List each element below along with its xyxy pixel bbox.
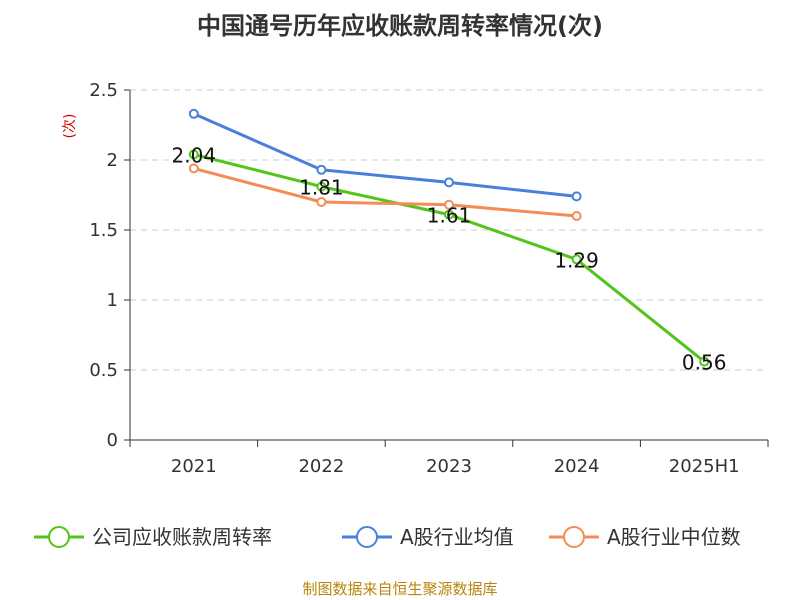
series-line-1 xyxy=(193,112,577,198)
source-footer: 制图数据来自恒生聚源数据库 xyxy=(302,580,498,598)
y-tick-label: 0 xyxy=(107,430,118,451)
x-tick-label: 2021 xyxy=(171,456,217,477)
legend-item-0[interactable]: 公司应收账款周转率 xyxy=(34,525,272,549)
data-point xyxy=(188,149,199,160)
y-tick-label: 1 xyxy=(107,290,118,311)
legend-label: A股行业中位数 xyxy=(607,525,741,549)
legend-label: 公司应收账款周转率 xyxy=(92,525,272,549)
data-point xyxy=(316,181,327,192)
x-tick-label: 2025H1 xyxy=(669,456,740,477)
data-point xyxy=(699,356,710,367)
x-tick-label: 2024 xyxy=(554,456,600,477)
y-tick-label: 1.5 xyxy=(89,220,118,241)
data-point xyxy=(571,254,582,265)
data-point xyxy=(444,209,454,220)
series-line-2 xyxy=(193,166,577,218)
data-labels: 2.04 1.81 1.61 1.29 0.56 xyxy=(172,143,727,374)
legend-swatch-marker xyxy=(563,526,585,548)
data-point xyxy=(571,191,582,202)
grid xyxy=(130,89,768,371)
data-point xyxy=(571,211,582,221)
data-label: 1.81 xyxy=(299,176,344,200)
legend-swatch-marker xyxy=(356,526,378,548)
data-point xyxy=(188,108,199,119)
data-label: 1.29 xyxy=(554,248,599,272)
y-tick-label: 2 xyxy=(107,150,118,171)
legend-item-1[interactable]: A股行业均值 xyxy=(342,525,514,549)
data-point xyxy=(188,163,199,174)
x-tick-label: 2022 xyxy=(298,456,344,477)
data-label: 1.61 xyxy=(427,204,472,228)
data-point xyxy=(444,199,454,210)
series-lines xyxy=(188,108,710,367)
data-label: 2.04 xyxy=(172,143,217,167)
legend-swatch-marker xyxy=(48,526,70,548)
chart-title: 中国通号历年应收账款周转率情况(次) xyxy=(197,12,603,40)
data-label: 0.56 xyxy=(682,351,727,375)
y-tick-label: 2.5 xyxy=(89,80,118,101)
legend[interactable]: 公司应收账款周转率 A股行业均值 A股行业中位数 xyxy=(34,525,741,549)
legend-item-2[interactable]: A股行业中位数 xyxy=(549,525,741,549)
legend-label: A股行业均值 xyxy=(400,525,514,549)
x-tick-label: 2023 xyxy=(426,456,472,477)
y-tick-label: 0.5 xyxy=(89,360,118,381)
data-point xyxy=(444,177,454,188)
data-point xyxy=(316,164,327,175)
axes: 0 0.5 1 1.5 2 2.5 2021 2022 2023 2024 2025H1 xyxy=(89,80,769,477)
data-point xyxy=(316,197,327,207)
y-axis-label: (次) xyxy=(62,114,78,139)
